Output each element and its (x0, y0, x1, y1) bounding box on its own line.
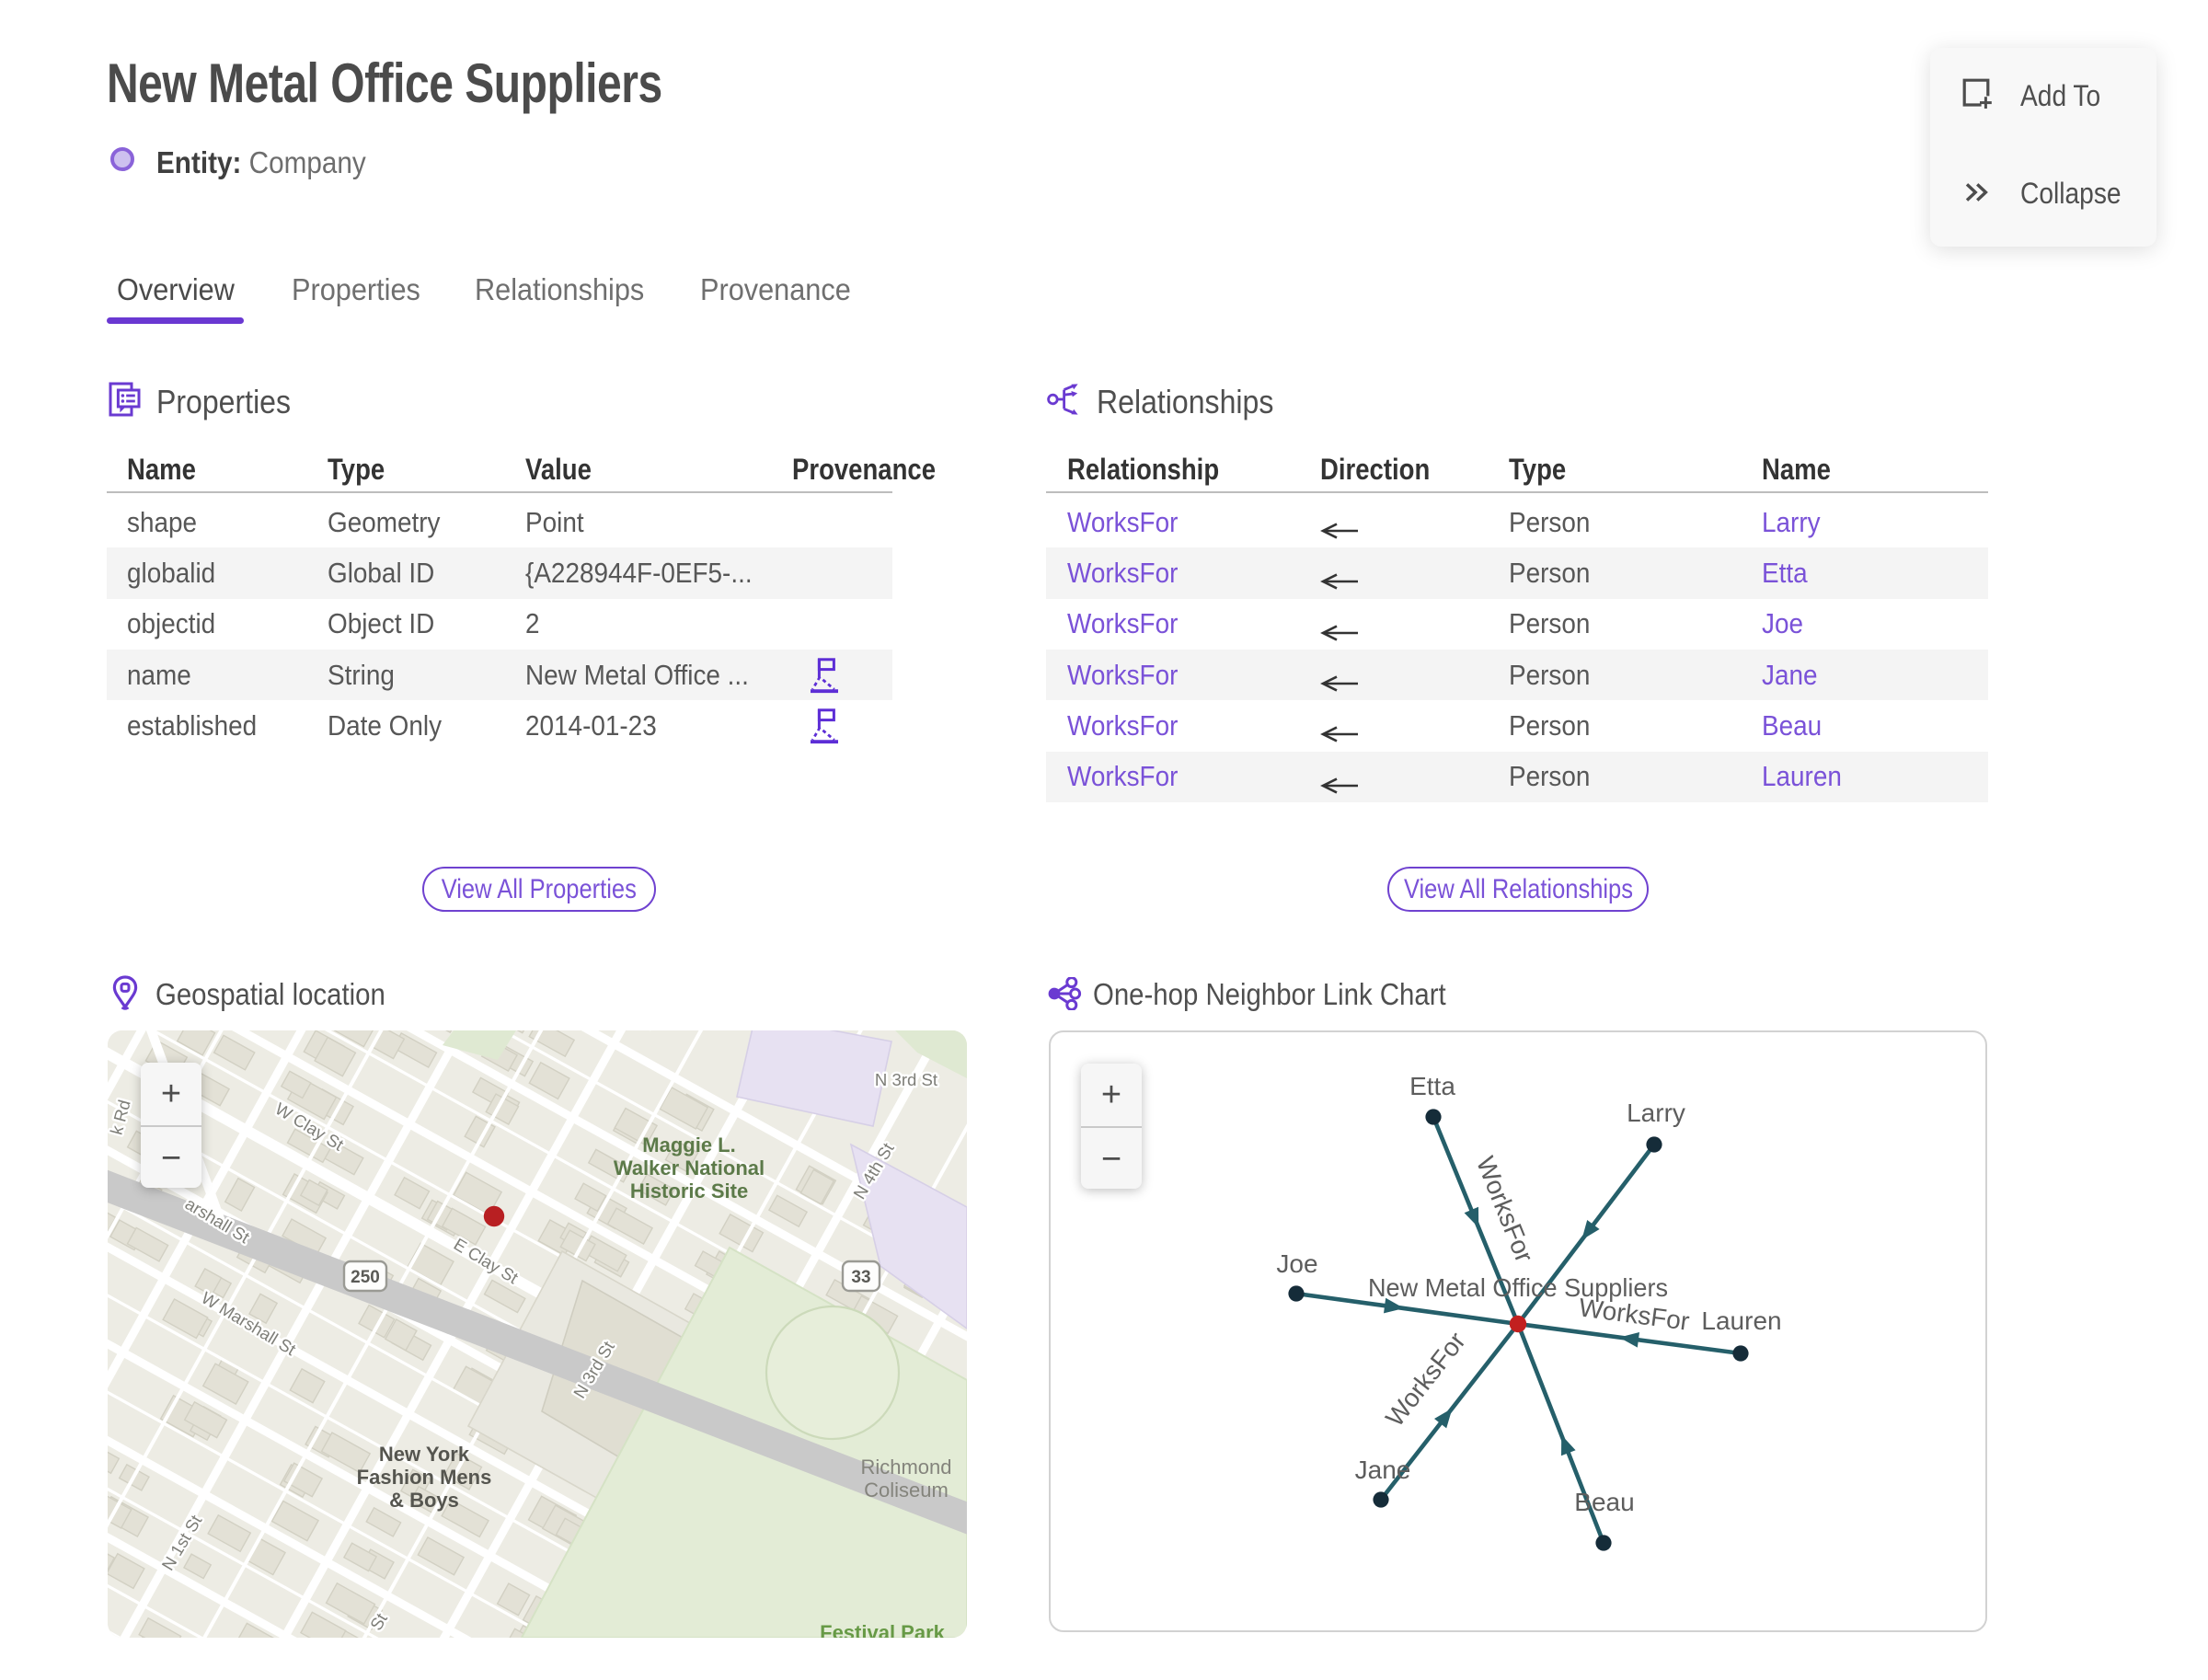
svg-text:Jane: Jane (1355, 1456, 1411, 1484)
svg-text:Maggie L.: Maggie L. (642, 1133, 735, 1156)
svg-text:Beau: Beau (1574, 1488, 1634, 1516)
svg-text:Etta: Etta (1409, 1072, 1455, 1100)
svg-text:& Boys: & Boys (389, 1489, 459, 1512)
svg-text:New York: New York (379, 1443, 470, 1466)
svg-text:Fashion Mens: Fashion Mens (357, 1466, 492, 1489)
svg-text:New Metal Office Suppliers: New Metal Office Suppliers (1368, 1273, 1668, 1302)
svg-text:Coliseum: Coliseum (864, 1479, 949, 1502)
svg-text:Larry: Larry (1627, 1099, 1685, 1127)
svg-text:250: 250 (351, 1268, 380, 1287)
svg-text:Walker National: Walker National (614, 1156, 765, 1179)
svg-text:Festival Park: Festival Park (820, 1621, 946, 1638)
svg-text:Historic Site: Historic Site (630, 1179, 748, 1202)
svg-text:N 3rd St: N 3rd St (875, 1070, 938, 1089)
svg-text:WorksFor: WorksFor (1577, 1293, 1691, 1336)
svg-text:Joe: Joe (1276, 1249, 1317, 1278)
svg-text:33: 33 (851, 1268, 870, 1287)
svg-text:WorksFor: WorksFor (1380, 1327, 1471, 1432)
svg-text:Richmond: Richmond (860, 1456, 951, 1479)
svg-text:Lauren: Lauren (1701, 1306, 1781, 1335)
svg-text:WorksFor: WorksFor (1471, 1153, 1539, 1267)
